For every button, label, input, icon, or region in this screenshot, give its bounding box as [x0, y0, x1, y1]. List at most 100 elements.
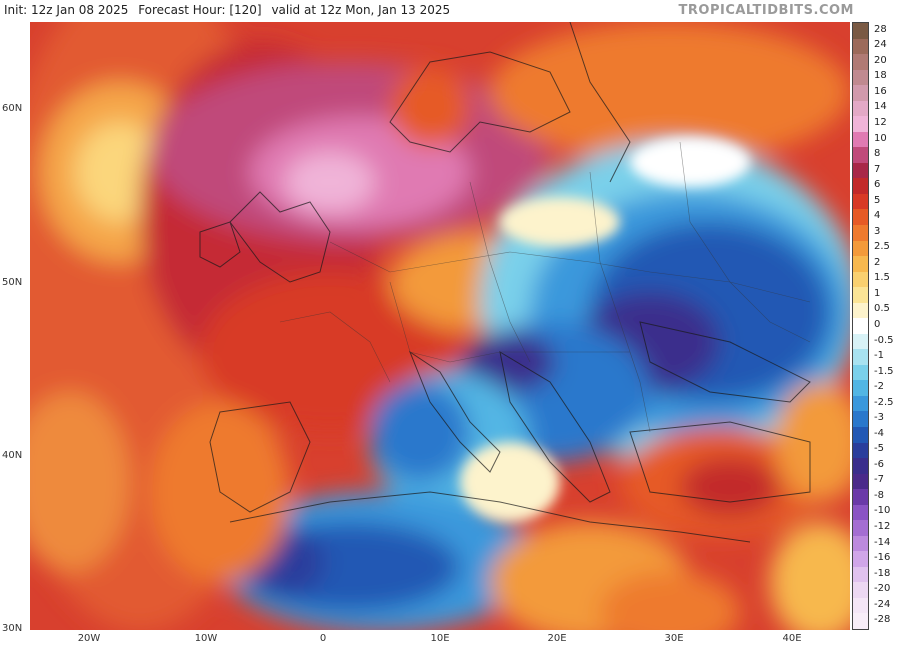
colorbar-label: -10: [874, 505, 891, 517]
colorbar-label: 20: [874, 54, 887, 66]
lon-label-30e: 30E: [664, 633, 684, 644]
colorbar-swatch: [853, 209, 868, 226]
colorbar: [852, 22, 869, 630]
colorbar-label: 24: [874, 39, 887, 51]
init-time: Init: 12z Jan 08 2025: [4, 3, 129, 17]
colorbar-label: -12: [874, 521, 891, 532]
colorbar-label: -2: [874, 381, 884, 393]
colorbar-label: 6: [874, 179, 881, 191]
header: Init: 12z Jan 08 2025 Forecast Hour: [12…: [0, 0, 900, 22]
colorbar-label: 3: [874, 225, 881, 237]
colorbar-label: -14: [874, 536, 891, 548]
colorbar-swatch: [853, 287, 868, 304]
lon-label-20w: 20W: [77, 633, 101, 644]
brand-logo: TROPICALTIDBITS.COM: [678, 3, 854, 18]
colorbar-swatch: [853, 302, 868, 319]
colorbar-swatch: [853, 333, 868, 350]
colorbar-swatch: [853, 458, 868, 475]
colorbar-swatch: [853, 85, 868, 102]
colorbar-swatch: [853, 520, 868, 537]
lon-label-20e: 20E: [547, 633, 567, 644]
colorbar-swatch: [853, 69, 868, 86]
colorbar-label: -16: [874, 552, 891, 564]
colorbar-swatch: [853, 193, 868, 210]
colorbar-swatch: [853, 395, 868, 412]
colorbar-swatch: [853, 116, 868, 133]
colorbar-swatch: [853, 100, 868, 117]
colorbar-swatch: [853, 131, 868, 148]
temperature-anomaly-map: [30, 22, 850, 630]
colorbar-label: 10: [874, 132, 887, 144]
colorbar-swatch: [853, 162, 868, 179]
colorbar-swatch: [853, 380, 868, 397]
colorbar-label: -1.5: [874, 365, 894, 377]
forecast-hour: Forecast Hour: [120]: [138, 3, 262, 17]
colorbar-label: -1: [874, 350, 884, 362]
colorbar-label: 12: [874, 117, 887, 128]
colorbar-label: -4: [874, 427, 884, 439]
lat-label-50n: 50N: [2, 277, 23, 288]
colorbar-swatch: [853, 535, 868, 552]
colorbar-label: 14: [874, 101, 887, 113]
colorbar-swatch: [853, 349, 868, 366]
colorbar-label: -0.5: [874, 334, 894, 346]
colorbar-label: 0: [874, 319, 881, 330]
colorbar-label: 1: [874, 287, 881, 299]
colorbar-swatch: [853, 613, 868, 630]
colorbar-swatch: [853, 147, 868, 164]
lat-label-30n: 30N: [2, 623, 23, 634]
colorbar-swatch: [853, 54, 868, 71]
valid-time: valid at 12z Mon, Jan 13 2025: [271, 3, 451, 17]
colorbar-label: 5: [874, 194, 881, 206]
colorbar-label: 1.5: [874, 272, 890, 284]
colorbar-label: -18: [874, 567, 891, 579]
colorbar-label: -2.5: [874, 396, 894, 408]
colorbar-swatch: [853, 178, 868, 195]
anomaly-field: [30, 22, 850, 630]
colorbar-swatch: [853, 566, 868, 583]
colorbar-label: -28: [874, 614, 891, 626]
colorbar-swatch: [853, 364, 868, 381]
colorbar-label: -7: [874, 474, 884, 486]
lat-label-60n: 60N: [2, 103, 23, 114]
colorbar-label: -8: [874, 489, 884, 501]
colorbar-label: -20: [874, 583, 891, 595]
colorbar-swatch: [853, 582, 868, 599]
colorbar-label: 7: [874, 163, 881, 175]
colorbar-swatch: [853, 489, 868, 506]
lon-label-10e: 10E: [430, 633, 450, 644]
lon-label-10w: 10W: [194, 633, 218, 644]
colorbar-swatch: [853, 442, 868, 459]
colorbar-swatch: [853, 256, 868, 273]
coastlines: [199, 22, 811, 543]
run-info: Init: 12z Jan 08 2025 Forecast Hour: [12…: [4, 3, 456, 17]
colorbar-label: 28: [874, 23, 887, 35]
colorbar-label: -24: [874, 598, 891, 610]
colorbar-swatch: [853, 411, 868, 428]
colorbar-swatch: [853, 240, 868, 257]
colorbar-swatch: [853, 427, 868, 444]
colorbar-label: -3: [874, 412, 884, 424]
colorbar-label: 18: [874, 70, 887, 82]
colorbar-swatch: [853, 271, 868, 288]
near-zero-band: [460, 137, 750, 522]
colorbar-swatch: [853, 473, 868, 490]
colorbar-swatch: [853, 38, 868, 55]
lon-label-0: 0: [319, 633, 327, 644]
colorbar-swatch: [853, 23, 868, 40]
colorbar-label: 8: [874, 148, 881, 160]
lon-label-40e: 40E: [782, 633, 802, 644]
colorbar-label: 2.5: [874, 241, 890, 253]
colorbar-label: 16: [874, 85, 887, 97]
colorbar-label: 2: [874, 256, 881, 268]
colorbar-swatch: [853, 504, 868, 521]
colorbar-swatch: [853, 597, 868, 614]
lat-label-40n: 40N: [2, 450, 23, 461]
colorbar-label: 4: [874, 210, 881, 222]
colorbar-label: 0.5: [874, 303, 890, 315]
colorbar-swatch: [853, 318, 868, 335]
colorbar-swatch: [853, 225, 868, 242]
colorbar-label: -5: [874, 443, 884, 455]
colorbar-swatch: [853, 551, 868, 568]
